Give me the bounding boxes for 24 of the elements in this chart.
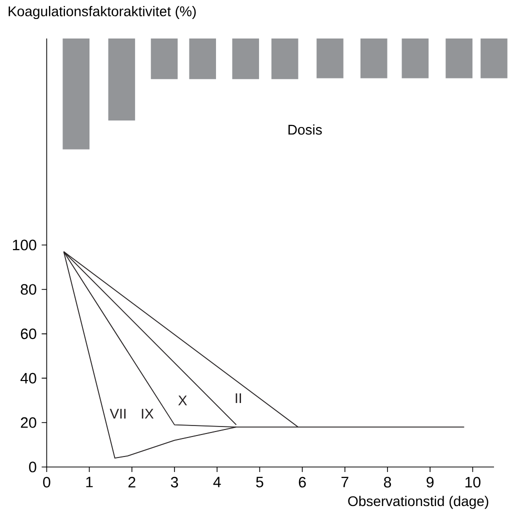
x-tick-label: 9	[426, 476, 434, 488]
series-label: II	[236, 393, 241, 403]
y-tick-label: 60	[20, 328, 36, 340]
y-tick-label: 0	[29, 462, 36, 472]
x-tick-label: 7	[341, 476, 348, 488]
y-tick-label: 80	[20, 284, 36, 295]
x-tick-label: 5	[256, 476, 264, 488]
x-tick-label: 0	[43, 476, 50, 488]
y-tick-label: 40	[20, 372, 36, 384]
x-tick-label: 4	[213, 476, 221, 488]
x-tick-label: 6	[298, 476, 306, 488]
x-tick-label: 2	[128, 476, 136, 488]
x-axis-title: Observationstid (dage)	[348, 496, 488, 509]
x-tick-label: 8	[384, 476, 392, 488]
x-tick-label: 1	[86, 476, 93, 488]
y-tick-label: 20	[20, 417, 36, 428]
series-label: X	[178, 396, 187, 406]
series-label: VII	[110, 408, 126, 419]
annotation: Dosis	[288, 124, 322, 135]
x-tick-label: 3	[170, 476, 178, 488]
x-tick-label: 10	[465, 476, 480, 488]
series-label: IX	[142, 408, 154, 419]
y-tick-label: 100	[12, 240, 36, 250]
y-axis-title: Koagulationsfaktoraktivitet (%)	[8, 6, 196, 20]
